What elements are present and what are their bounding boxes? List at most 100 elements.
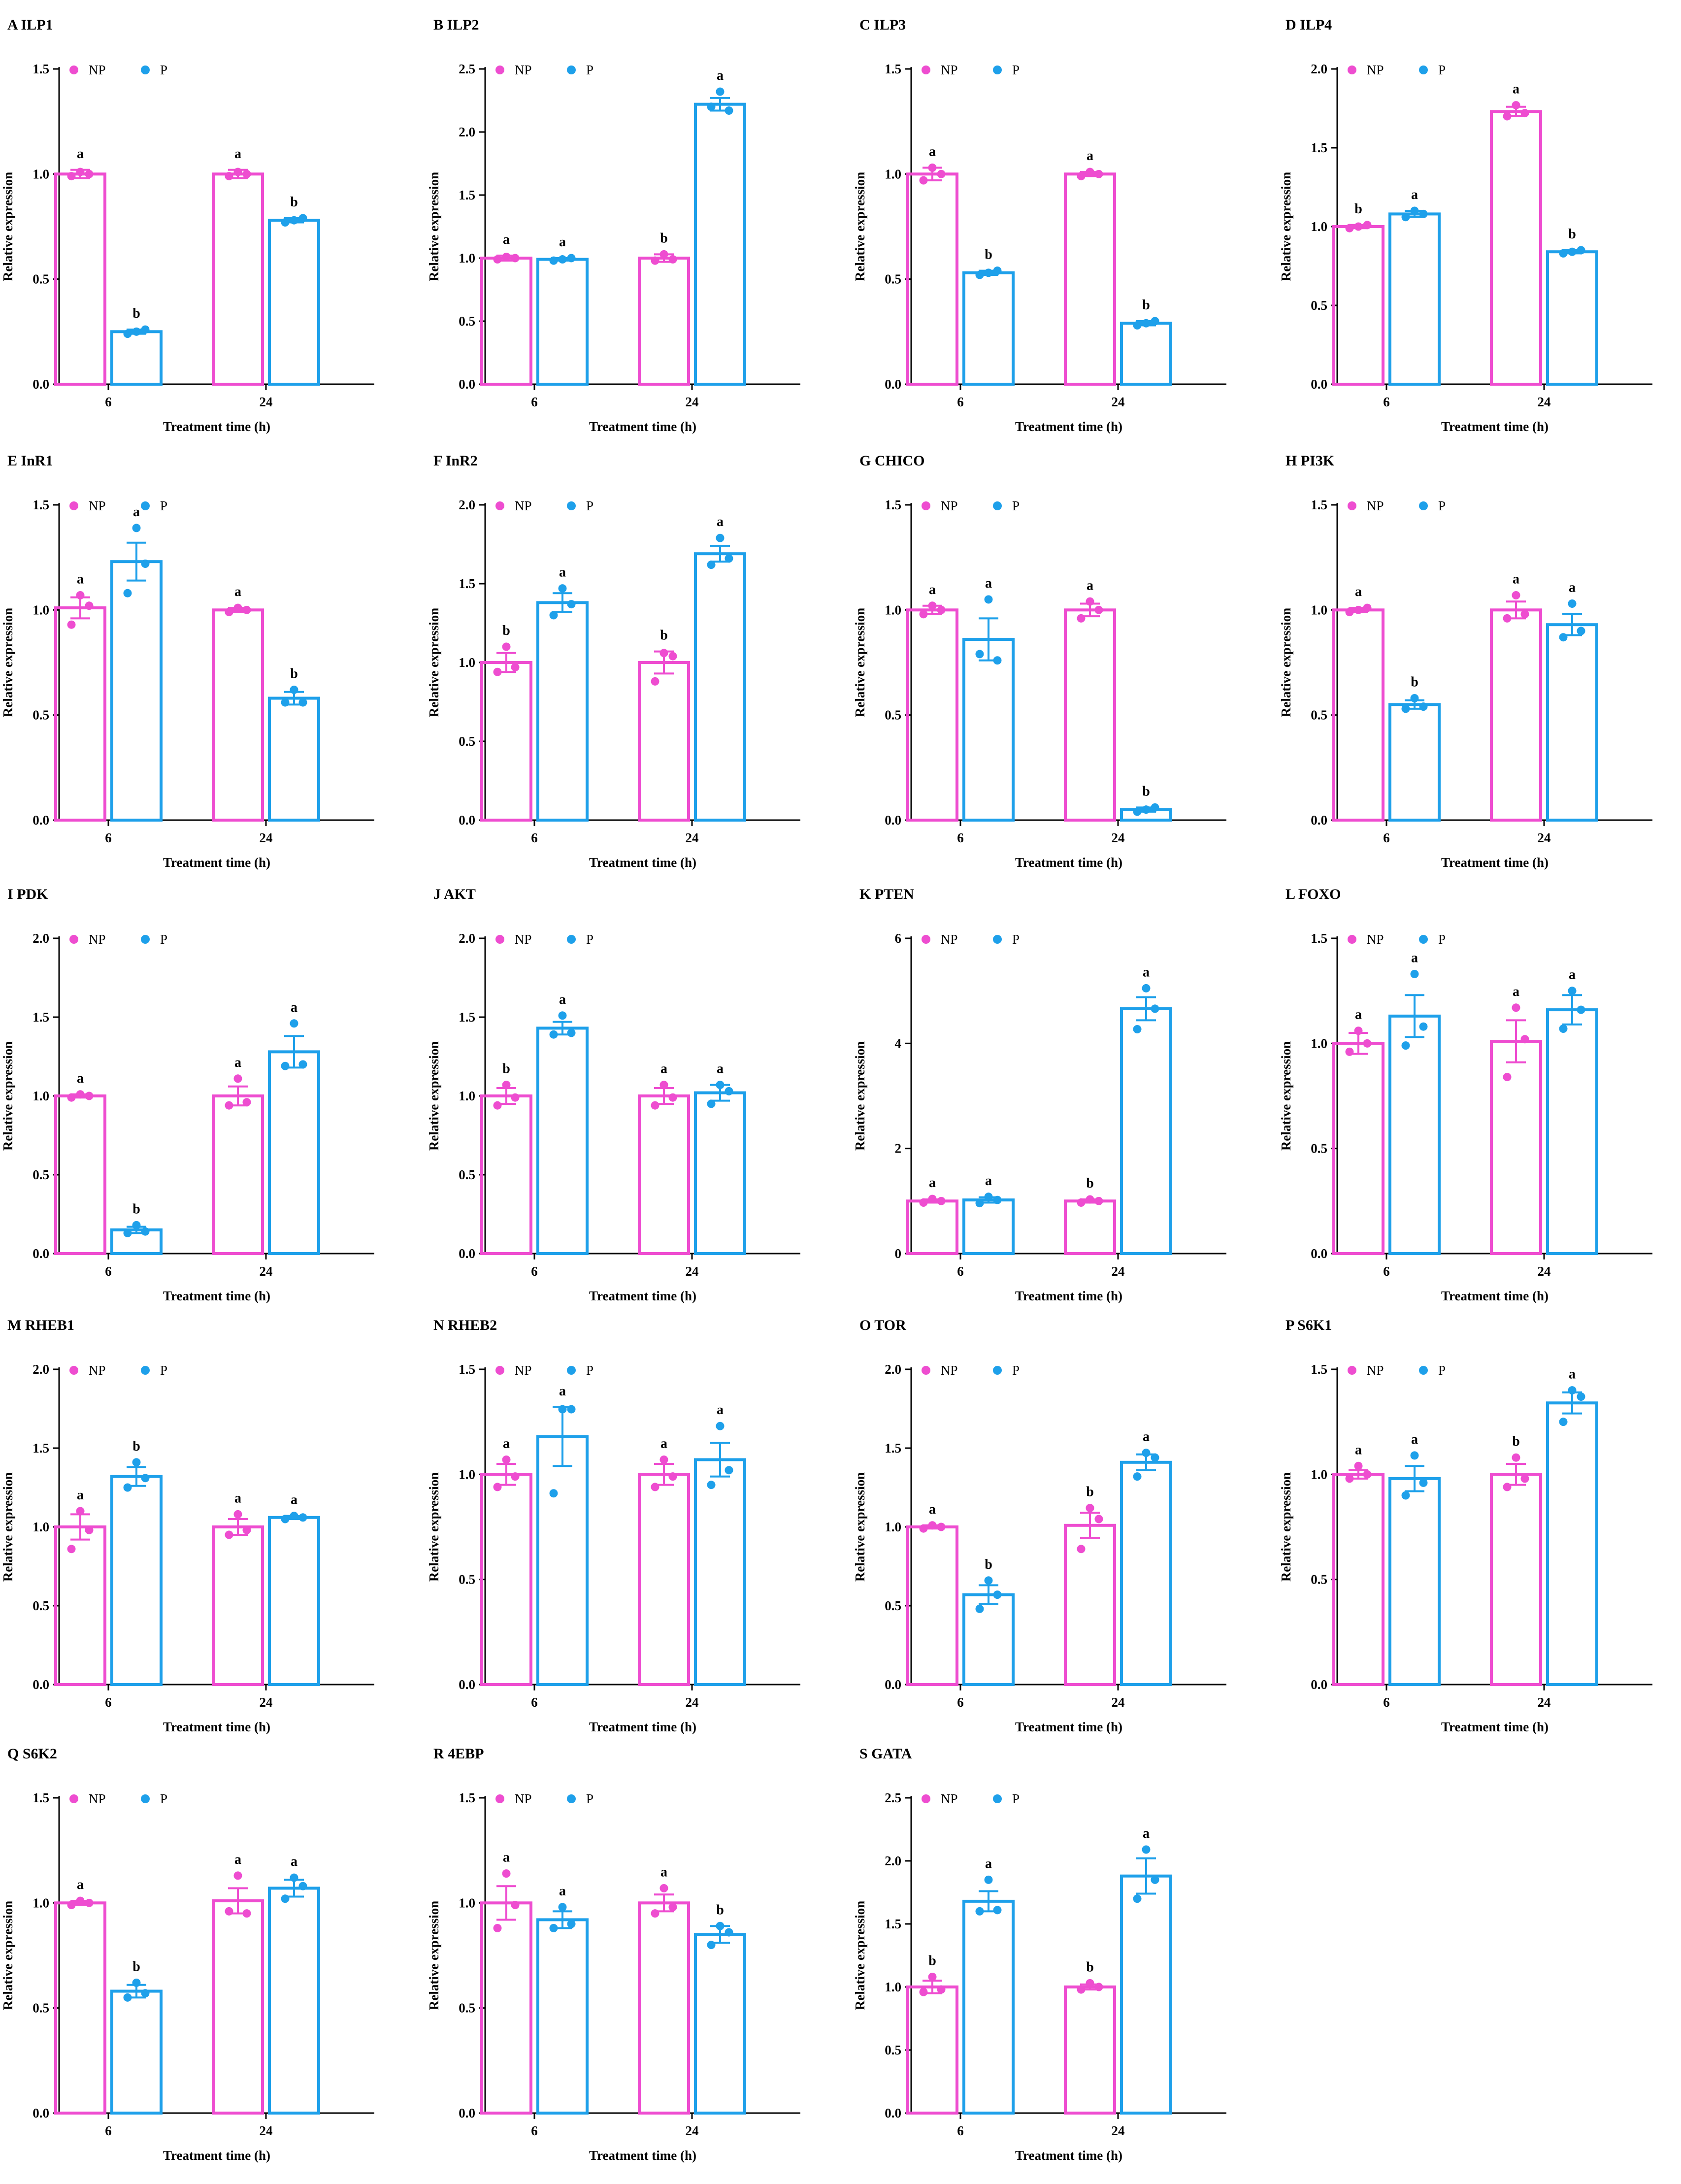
significance-label: a — [717, 514, 724, 529]
data-point — [85, 1898, 94, 1907]
y-tick-label: 0.5 — [1311, 708, 1327, 723]
bar-p-6 — [962, 271, 1015, 386]
data-point — [651, 1101, 659, 1110]
data-point — [1503, 112, 1512, 121]
data-point — [76, 1896, 85, 1905]
bar-np-24 — [1490, 1473, 1542, 1686]
x-tick-label: 24 — [1538, 1264, 1551, 1279]
legend-label-np: NP — [515, 63, 532, 77]
data-point — [993, 1195, 1002, 1204]
significance-label: a — [660, 1061, 667, 1077]
bar-np-24 — [1064, 1199, 1116, 1255]
legend-marker-p — [993, 66, 1002, 74]
bar-p-24 — [1546, 1008, 1598, 1255]
data-point — [511, 254, 520, 263]
legend-label-np: NP — [1367, 63, 1384, 77]
bar-np-6 — [1332, 1473, 1384, 1686]
y-tick-label: 0.0 — [885, 377, 901, 392]
y-tick-label: 0.5 — [33, 708, 49, 723]
y-tick-label: 0.5 — [1311, 1141, 1327, 1156]
bar-np-6 — [480, 661, 532, 822]
y-axis-title: Relative expression — [0, 1472, 15, 1582]
y-tick-label: 0.5 — [459, 2001, 475, 2016]
data-point — [123, 589, 132, 597]
bar-np-6 — [54, 1094, 106, 1255]
panel-title: C ILP3 — [859, 17, 906, 33]
data-point — [493, 667, 502, 676]
y-axis-title: Relative expression — [427, 172, 441, 281]
y-tick-label: 2.0 — [885, 1853, 901, 1868]
bar-np-24 — [1064, 608, 1116, 822]
data-point — [1086, 167, 1094, 176]
significance-label: a — [1087, 578, 1093, 593]
y-tick-label: 1.0 — [885, 602, 901, 617]
data-point — [1520, 109, 1529, 118]
data-point — [1142, 805, 1151, 814]
bar-np-24 — [212, 1094, 264, 1255]
significance-label: a — [234, 1055, 241, 1070]
data-point — [1577, 1005, 1585, 1014]
y-tick-label: 1.5 — [885, 1917, 901, 1931]
data-point — [937, 605, 946, 614]
data-point — [975, 1907, 984, 1916]
legend-marker-p — [1419, 935, 1428, 944]
legend-label-np: NP — [941, 932, 958, 947]
data-point — [85, 601, 94, 610]
y-tick-label: 0.0 — [885, 1677, 901, 1692]
y-tick-label: 2 — [895, 1141, 902, 1156]
y-tick-label: 0.0 — [885, 813, 901, 827]
bar-p-24 — [694, 1933, 746, 2115]
data-point — [281, 1894, 290, 1903]
data-point — [716, 1081, 725, 1090]
x-axis-title: Treatment time (h) — [163, 2148, 270, 2163]
significance-label: a — [77, 1488, 84, 1503]
chart-panel-17: R 4EBP NP P 0.0 0.5 1.0 1.5 6 a a 24 a b Treatment ti… — [427, 1746, 800, 2163]
data-point — [659, 649, 668, 658]
significance-label: b — [1086, 1485, 1094, 1500]
significance-label: b — [290, 195, 298, 210]
data-point — [725, 554, 733, 563]
y-tick-label: 1.0 — [1311, 219, 1327, 234]
bar-np-6 — [1332, 608, 1384, 822]
y-tick-label: 0.0 — [459, 1677, 475, 1692]
significance-label: b — [716, 1902, 724, 1918]
x-axis-title: Treatment time (h) — [1015, 419, 1122, 434]
legend-marker-p — [141, 66, 150, 74]
data-point — [1151, 1004, 1159, 1013]
panel-title: Q S6K2 — [7, 1746, 57, 1762]
bar-np-24 — [1490, 608, 1542, 822]
x-tick-label: 24 — [260, 1695, 273, 1710]
data-point — [225, 608, 233, 617]
data-point — [1345, 1474, 1354, 1483]
legend-label-np: NP — [1367, 932, 1384, 947]
x-axis-title: Treatment time (h) — [163, 1289, 270, 1303]
significance-label: a — [503, 1850, 510, 1865]
data-point — [132, 524, 141, 532]
chart-panel-5: F InR2 NP P 0.0 0.5 1.0 1.5 2.0 6 b a 24 b a Treatment… — [427, 453, 800, 870]
data-point — [1503, 1483, 1512, 1491]
data-point — [651, 1909, 659, 1918]
significance-label: a — [77, 1071, 84, 1086]
y-tick-label: 0.5 — [1311, 1572, 1327, 1587]
y-axis-title: Relative expression — [853, 1901, 867, 2010]
chart-panel-13: N RHEB2 NP P 0.0 0.5 1.0 1.5 6 a a 24 a a Treatment t… — [427, 1317, 800, 1734]
significance-label: b — [132, 1201, 140, 1217]
data-point — [1345, 1047, 1354, 1056]
data-point — [707, 1941, 716, 1950]
bar-np-6 — [480, 1901, 532, 2115]
data-point — [1559, 633, 1568, 642]
bar-p-24 — [694, 1091, 746, 1256]
legend-marker-np — [922, 501, 930, 510]
x-axis-title: Treatment time (h) — [163, 419, 270, 434]
data-point — [290, 216, 298, 225]
data-point — [242, 605, 251, 614]
y-tick-label: 2.0 — [885, 1362, 901, 1377]
legend-label-p: P — [586, 63, 593, 77]
data-point — [290, 1512, 298, 1521]
bar-p-6 — [536, 1918, 589, 2115]
data-point — [1568, 1386, 1577, 1395]
legend-marker-np — [495, 1794, 504, 1803]
data-point — [668, 1093, 677, 1102]
x-axis-title: Treatment time (h) — [589, 1720, 696, 1734]
